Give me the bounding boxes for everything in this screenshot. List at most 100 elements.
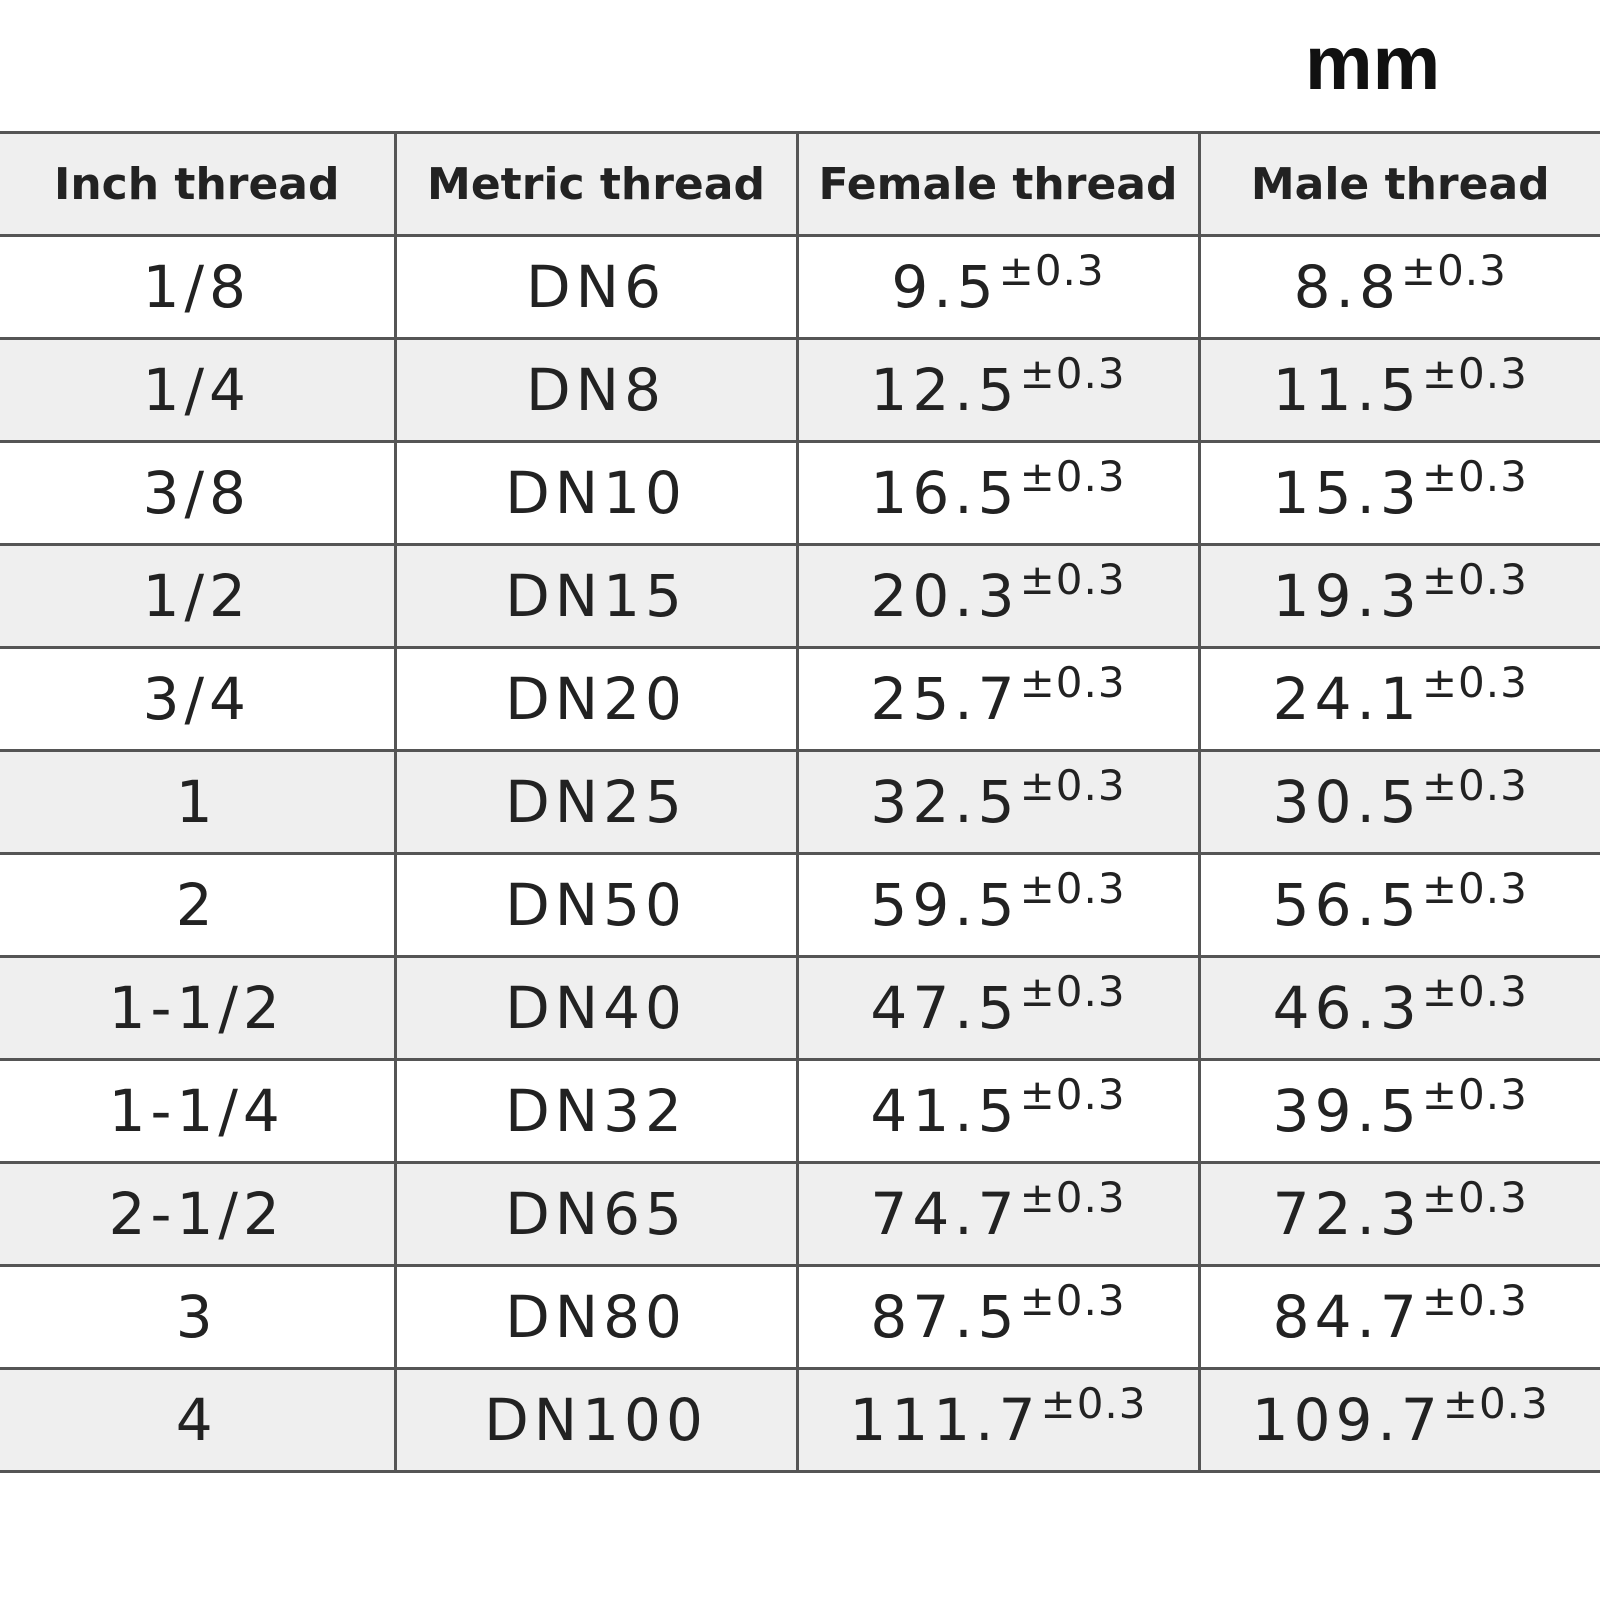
measure-cell: 84.7±0.3 — [1197, 1264, 1600, 1370]
column-header: Female thread — [795, 131, 1201, 237]
tolerance: ±0.3 — [1421, 967, 1528, 1016]
measure-cell: 11.5±0.3 — [1197, 337, 1600, 443]
column-header: Male thread — [1197, 131, 1600, 237]
metric-cell: DN40 — [393, 955, 799, 1061]
table-row: 4 DN100 111.7±0.3 109.7±0.3 — [0, 1367, 1600, 1473]
inch-cell: 3/4 — [0, 646, 397, 752]
measure-cell: 19.3±0.3 — [1197, 543, 1600, 649]
metric-cell: DN100 — [393, 1367, 799, 1473]
tolerance: ±0.3 — [1019, 452, 1126, 501]
tolerance: ±0.3 — [1421, 349, 1528, 398]
measure-cell: 109.7±0.3 — [1197, 1367, 1600, 1473]
metric-cell: DN10 — [393, 440, 799, 546]
measure-cell: 16.5±0.3 — [795, 440, 1201, 546]
table-body: 1/8 DN6 9.5±0.3 8.8±0.3 1/4 DN8 12.5±0.3 11.5±0… — [0, 234, 1600, 1473]
measure-value: 16.5 — [870, 459, 1020, 527]
measure-cell: 59.5±0.3 — [795, 852, 1201, 958]
tolerance: ±0.3 — [1421, 864, 1528, 913]
inch-cell: 1 — [0, 749, 397, 855]
tolerance: ±0.3 — [1442, 1379, 1549, 1428]
inch-cell: 1/2 — [0, 543, 397, 649]
tolerance: ±0.3 — [1019, 349, 1126, 398]
tolerance: ±0.3 — [1040, 1379, 1147, 1428]
inch-cell: 2 — [0, 852, 397, 958]
measure-cell: 12.5±0.3 — [795, 337, 1201, 443]
tolerance: ±0.3 — [1019, 967, 1126, 1016]
measure-value: 15.3 — [1272, 459, 1422, 527]
table-row: 1/2 DN15 20.3±0.3 19.3±0.3 — [0, 543, 1600, 649]
inch-cell: 2-1/2 — [0, 1161, 397, 1267]
measure-value: 19.3 — [1272, 562, 1422, 630]
measure-value: 72.3 — [1272, 1180, 1422, 1248]
measure-value: 109.7 — [1251, 1386, 1443, 1454]
measure-value: 12.5 — [870, 356, 1020, 424]
measure-cell: 24.1±0.3 — [1197, 646, 1600, 752]
measure-value: 74.7 — [870, 1180, 1020, 1248]
measure-cell: 20.3±0.3 — [795, 543, 1201, 649]
tolerance: ±0.3 — [1421, 658, 1528, 707]
column-header: Metric thread — [393, 131, 799, 237]
table-row: 1-1/2 DN40 47.5±0.3 46.3±0.3 — [0, 955, 1600, 1061]
measure-value: 59.5 — [870, 871, 1020, 939]
table-row: 1-1/4 DN32 41.5±0.3 39.5±0.3 — [0, 1058, 1600, 1164]
inch-cell: 1/4 — [0, 337, 397, 443]
table-row: 3/4 DN20 25.7±0.3 24.1±0.3 — [0, 646, 1600, 752]
tolerance: ±0.3 — [1019, 1276, 1126, 1325]
table-row: 1 DN25 32.5±0.3 30.5±0.3 — [0, 749, 1600, 855]
measure-cell: 9.5±0.3 — [795, 234, 1201, 340]
measure-cell: 74.7±0.3 — [795, 1161, 1201, 1267]
thread-table: Inch thread Metric thread Female thread Mal… — [0, 131, 1600, 1473]
tolerance: ±0.3 — [1421, 1276, 1528, 1325]
inch-cell: 1-1/4 — [0, 1058, 397, 1164]
inch-cell: 4 — [0, 1367, 397, 1473]
measure-value: 30.5 — [1272, 768, 1422, 836]
tolerance: ±0.3 — [1421, 555, 1528, 604]
measure-value: 41.5 — [870, 1077, 1020, 1145]
measure-cell: 111.7±0.3 — [795, 1367, 1201, 1473]
table-row: 3 DN80 87.5±0.3 84.7±0.3 — [0, 1264, 1600, 1370]
header-row: Inch thread Metric thread Female thread Mal… — [0, 131, 1600, 237]
measure-value: 24.1 — [1272, 665, 1422, 733]
measure-cell: 15.3±0.3 — [1197, 440, 1600, 546]
tolerance: ±0.3 — [1400, 246, 1507, 295]
measure-value: 39.5 — [1272, 1077, 1422, 1145]
tolerance: ±0.3 — [1019, 1173, 1126, 1222]
tolerance: ±0.3 — [1019, 658, 1126, 707]
measure-cell: 30.5±0.3 — [1197, 749, 1600, 855]
tolerance: ±0.3 — [1019, 555, 1126, 604]
unit-label: mm — [1305, 21, 1441, 106]
tolerance: ±0.3 — [1019, 761, 1126, 810]
metric-cell: DN20 — [393, 646, 799, 752]
measure-value: 9.5 — [891, 253, 999, 321]
table-row: 3/8 DN10 16.5±0.3 15.3±0.3 — [0, 440, 1600, 546]
inch-cell: 3/8 — [0, 440, 397, 546]
measure-value: 47.5 — [870, 974, 1020, 1042]
measure-cell: 25.7±0.3 — [795, 646, 1201, 752]
measure-value: 84.7 — [1272, 1283, 1422, 1351]
measure-value: 20.3 — [870, 562, 1020, 630]
tolerance: ±0.3 — [1421, 1173, 1528, 1222]
measure-cell: 72.3±0.3 — [1197, 1161, 1600, 1267]
metric-cell: DN6 — [393, 234, 799, 340]
metric-cell: DN15 — [393, 543, 799, 649]
measure-value: 87.5 — [870, 1283, 1020, 1351]
measure-value: 111.7 — [849, 1386, 1041, 1454]
measure-value: 8.8 — [1293, 253, 1401, 321]
tolerance: ±0.3 — [1421, 761, 1528, 810]
measure-value: 56.5 — [1272, 871, 1422, 939]
measure-cell: 8.8±0.3 — [1197, 234, 1600, 340]
metric-cell: DN32 — [393, 1058, 799, 1164]
tolerance: ±0.3 — [1019, 864, 1126, 913]
measure-cell: 41.5±0.3 — [795, 1058, 1201, 1164]
tolerance: ±0.3 — [1421, 1070, 1528, 1119]
metric-cell: DN65 — [393, 1161, 799, 1267]
inch-cell: 1/8 — [0, 234, 397, 340]
measure-cell: 47.5±0.3 — [795, 955, 1201, 1061]
tolerance: ±0.3 — [1019, 1070, 1126, 1119]
table-row: 1/8 DN6 9.5±0.3 8.8±0.3 — [0, 234, 1600, 340]
metric-cell: DN8 — [393, 337, 799, 443]
measure-value: 46.3 — [1272, 974, 1422, 1042]
table-row: 2-1/2 DN65 74.7±0.3 72.3±0.3 — [0, 1161, 1600, 1267]
measure-cell: 39.5±0.3 — [1197, 1058, 1600, 1164]
